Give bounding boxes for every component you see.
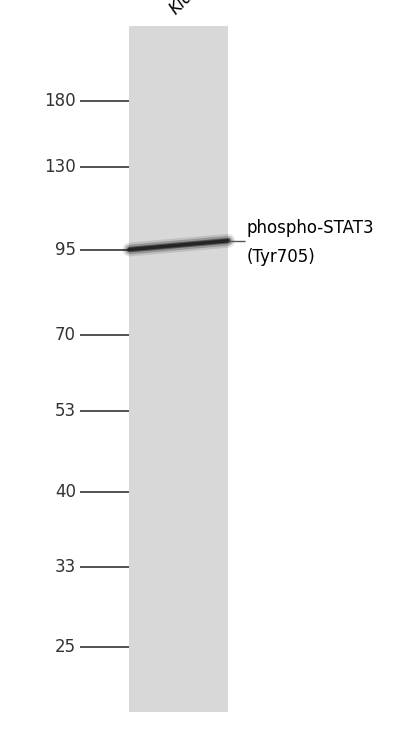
Text: Kidney: Kidney — [166, 0, 219, 18]
Text: 25: 25 — [55, 639, 76, 656]
Text: phospho-STAT3: phospho-STAT3 — [247, 219, 374, 236]
Text: 180: 180 — [44, 92, 76, 110]
Text: 40: 40 — [55, 483, 76, 501]
Text: 95: 95 — [55, 241, 76, 258]
FancyBboxPatch shape — [129, 26, 228, 712]
Text: 53: 53 — [55, 402, 76, 420]
Text: 130: 130 — [44, 158, 76, 175]
Text: 70: 70 — [55, 327, 76, 344]
Text: 33: 33 — [55, 558, 76, 575]
Text: (Tyr705): (Tyr705) — [247, 248, 315, 266]
